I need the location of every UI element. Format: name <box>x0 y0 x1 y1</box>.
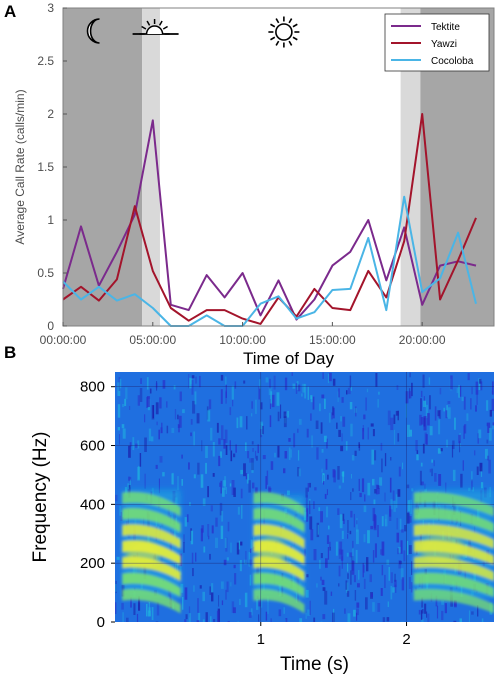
y-tick-label: 0 <box>97 614 105 631</box>
panel-b-spectrogram: 0 200 400 600 800 1 2 Frequency (Hz) Time (s) <box>30 372 494 675</box>
legend-label: Yawzi <box>431 39 457 50</box>
y-tick-label: 2 <box>47 107 54 121</box>
energy-burst <box>253 491 305 614</box>
call-rate-series <box>62 113 477 327</box>
y-tick-label: 3 <box>47 1 54 15</box>
x-axis-label: Time of Day <box>243 349 335 368</box>
spectrogram-axis-ticks: 0 200 400 600 800 1 2 <box>80 379 411 648</box>
y-tick-label: 400 <box>80 496 105 513</box>
y-tick-label: 200 <box>80 555 105 572</box>
y-tick-label: 1.5 <box>37 160 54 174</box>
x-tick-label: 05:00:00 <box>129 333 176 347</box>
axis-ticks: 0 0.5 1 1.5 2 2.5 3 00:00:00 05:00:00 10:00:00 15:… <box>37 1 446 347</box>
band-dusk <box>400 8 421 326</box>
x-tick-label: 2 <box>402 631 410 648</box>
legend: Tektite Yawzi Cocoloba <box>384 13 490 72</box>
x-tick-label: 1 <box>257 631 265 648</box>
band-night <box>63 8 143 326</box>
x-tick-label: 00:00:00 <box>40 333 87 347</box>
y-tick-label: 0 <box>47 319 54 333</box>
y-tick-label: 800 <box>80 379 105 396</box>
legend-label: Cocoloba <box>431 56 474 67</box>
series-line-yawzi <box>62 113 477 325</box>
panel-a-line-chart: 0 0.5 1 1.5 2 2.5 3 00:00:00 05:00:00 10:00:00 15:… <box>13 1 495 368</box>
legend-label: Tektite <box>431 22 460 33</box>
spectrogram-grid <box>115 372 494 622</box>
energy-burst <box>413 489 494 614</box>
spectrogram-energy <box>122 489 494 614</box>
y-tick-label: 2.5 <box>37 54 54 68</box>
x-tick-label: 10:00:00 <box>219 333 266 347</box>
series-line-cocoloba <box>62 195 477 327</box>
sun-icon <box>268 16 300 48</box>
panel-a-label: A <box>4 2 16 21</box>
spectrogram-x-axis-label: Time (s) <box>280 654 349 675</box>
spectrogram-y-axis-label: Frequency (Hz) <box>30 432 51 563</box>
y-tick-label: 0.5 <box>37 266 54 280</box>
panel-b-label: B <box>4 343 16 362</box>
y-axis-label: Average Call Rate (calls/min) <box>13 89 27 244</box>
time-of-day-icons <box>86 16 300 48</box>
energy-burst <box>122 489 181 614</box>
x-tick-label: 20:00:00 <box>399 333 446 347</box>
y-tick-label: 600 <box>80 438 105 455</box>
y-tick-label: 1 <box>47 213 54 227</box>
x-tick-label: 15:00:00 <box>309 333 356 347</box>
sunrise-icon <box>132 19 179 35</box>
